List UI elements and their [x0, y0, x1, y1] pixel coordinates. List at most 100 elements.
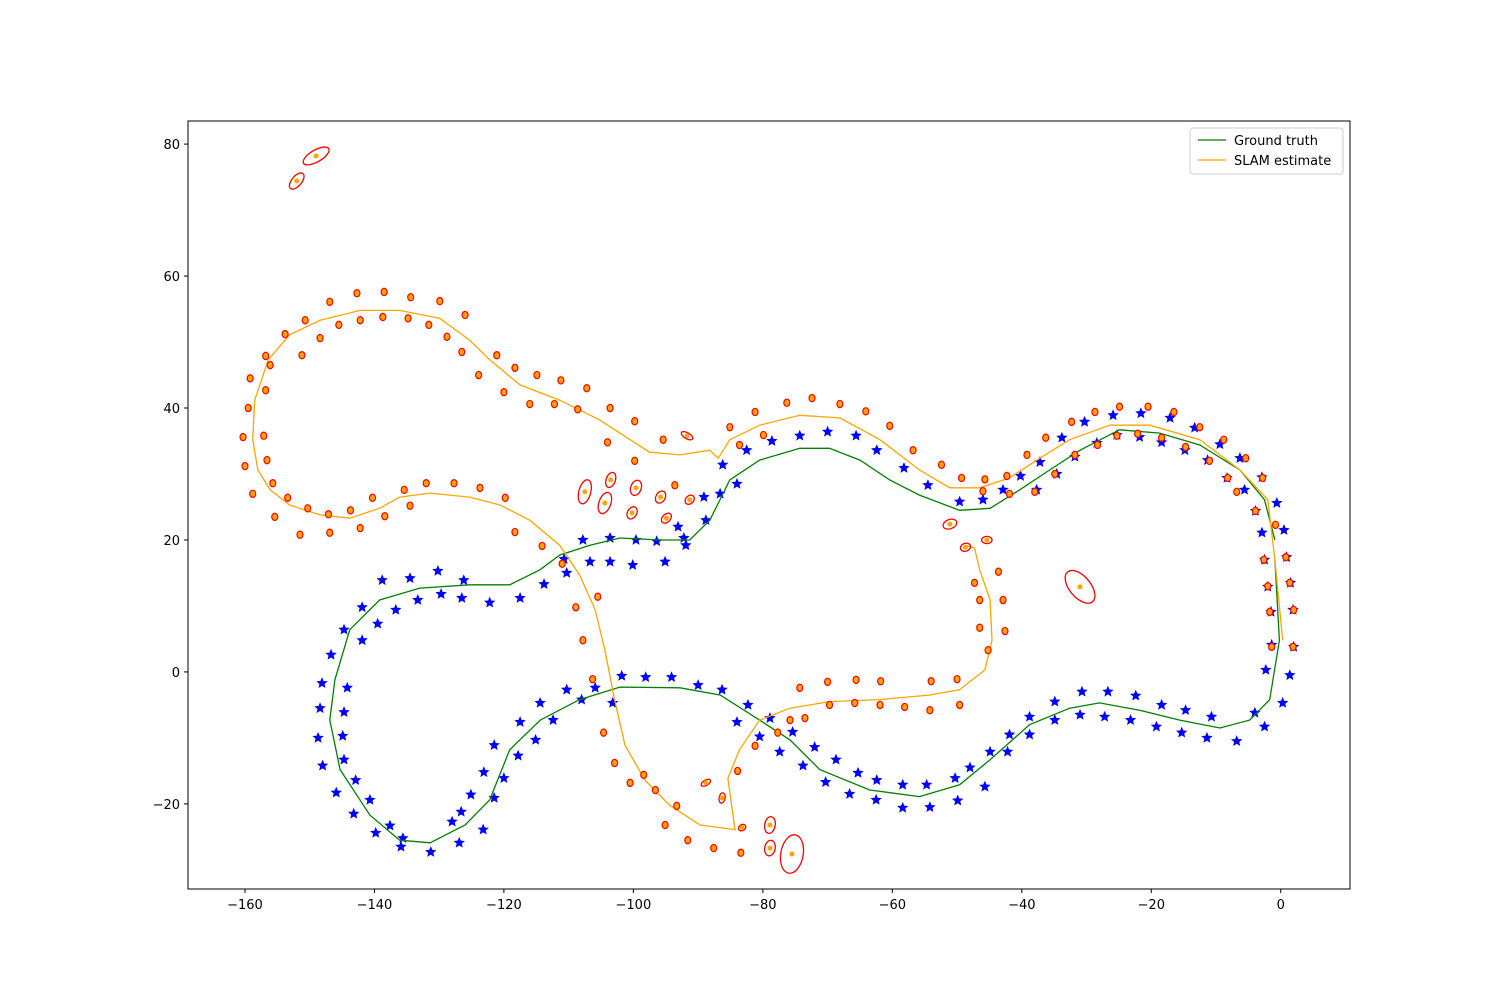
x-tick-label: −20: [1138, 898, 1165, 913]
y-tick-label: 60: [163, 270, 180, 285]
uncertainty-ellipse: [604, 471, 617, 489]
uncertainty-ellipse: [660, 512, 673, 524]
landmark: [314, 702, 326, 714]
landmark: [665, 671, 678, 683]
landmark: [1155, 698, 1168, 710]
ellipse-center: [1077, 584, 1083, 590]
landmark: [425, 846, 437, 857]
estimated-landmark: [356, 316, 364, 325]
plot-area: [239, 146, 1300, 874]
estimated-landmark: [1290, 605, 1298, 615]
landmark: [412, 594, 424, 605]
estimated-landmark: [1134, 429, 1142, 438]
estimated-landmark: [461, 310, 469, 320]
estimated-landmark: [1144, 402, 1152, 411]
landmark: [453, 836, 465, 848]
landmark: [356, 601, 368, 613]
landmark: [1014, 469, 1027, 481]
estimated-landmark: [422, 479, 430, 488]
ellipse-center: [984, 537, 990, 543]
landmark: [997, 483, 1009, 495]
landmark: [371, 617, 384, 629]
estimated-landmark: [356, 523, 364, 533]
landmark: [1201, 731, 1213, 743]
estimated-landmark: [901, 702, 909, 712]
ellipse-center: [684, 433, 690, 439]
landmark: [977, 493, 989, 505]
uncertainty-ellipse: [981, 535, 993, 545]
estimated-landmark: [1266, 607, 1274, 617]
landmark: [731, 716, 743, 727]
estimated-landmark: [999, 595, 1007, 605]
estimated-landmark: [825, 700, 834, 710]
uncertainty-ellipse: [577, 479, 593, 505]
landmark: [714, 487, 726, 499]
legend-label: SLAM estimate: [1234, 154, 1331, 169]
landmark: [1107, 409, 1119, 421]
landmark: [488, 739, 500, 751]
estimated-landmark: [631, 417, 639, 426]
landmark: [731, 477, 743, 489]
estimated-landmark: [1051, 469, 1059, 479]
estimated-landmark: [1003, 471, 1011, 481]
estimated-landmark: [326, 297, 334, 306]
landmark: [1001, 745, 1014, 757]
ellipse-center: [703, 780, 709, 786]
estimated-landmark: [407, 292, 415, 302]
estimated-landmark: [851, 698, 859, 708]
landmark: [478, 766, 490, 778]
estimated-landmark: [1220, 435, 1228, 444]
landmark: [455, 805, 467, 817]
estimated-landmark: [956, 700, 964, 710]
estimated-landmark: [1282, 552, 1290, 562]
trajectory-line: [329, 429, 1281, 844]
estimated-landmark: [783, 398, 791, 407]
landmark: [338, 623, 350, 635]
estimated-landmark: [673, 801, 681, 811]
estimated-landmark: [984, 645, 992, 655]
estimated-landmark: [1260, 555, 1268, 564]
estimated-landmark: [1068, 417, 1076, 427]
estimated-landmark: [239, 432, 247, 442]
estimated-landmark: [1181, 442, 1190, 452]
landmark: [951, 794, 964, 806]
estimated-landmark: [326, 528, 334, 537]
estimated-landmark: [266, 360, 274, 370]
estimated-landmark: [296, 530, 304, 539]
estimated-landmark: [957, 473, 966, 483]
estimated-landmark: [501, 493, 509, 502]
estimated-landmark: [1113, 431, 1121, 440]
landmark: [589, 681, 601, 693]
estimated-landmark: [281, 329, 289, 339]
estimated-landmark: [260, 431, 268, 440]
landmark: [896, 801, 909, 813]
landmark: [446, 815, 458, 827]
landmark: [773, 745, 786, 757]
landmark: [341, 681, 353, 693]
landmark: [1256, 526, 1268, 538]
estimated-landmark: [594, 592, 602, 601]
landmark: [627, 559, 639, 570]
x-tick-label: −80: [749, 898, 776, 913]
estimated-landmark: [316, 333, 324, 343]
landmark: [1098, 710, 1111, 722]
landmark: [356, 634, 368, 646]
estimated-landmark: [976, 595, 984, 605]
landmark: [1135, 407, 1147, 419]
landmark: [639, 671, 652, 683]
landmark: [850, 429, 862, 441]
estimated-landmark: [774, 728, 782, 737]
landmark: [1284, 669, 1296, 681]
uncertainty-ellipse: [684, 494, 695, 505]
landmark: [538, 578, 550, 590]
estimated-landmark: [284, 493, 292, 502]
ellipse-center: [658, 494, 664, 500]
uncertainty-ellipse: [629, 479, 643, 497]
x-tick-label: −60: [879, 898, 906, 913]
estimated-landmark: [1170, 407, 1178, 417]
landmark: [740, 444, 753, 456]
landmark: [764, 712, 776, 723]
landmark: [458, 574, 470, 586]
uncertainty-ellipse: [959, 542, 972, 552]
estimated-landmark: [927, 676, 935, 686]
